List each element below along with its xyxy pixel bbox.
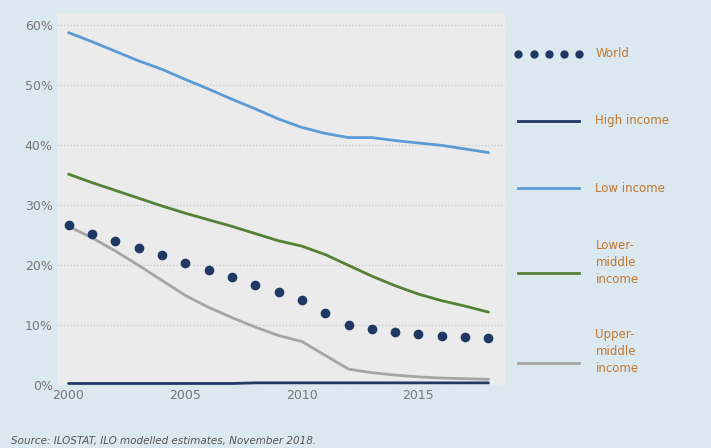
Text: High income: High income bbox=[596, 114, 670, 128]
Text: Low income: Low income bbox=[596, 181, 665, 195]
Text: Source: ILOSTAT, ILO modelled estimates, November 2018.: Source: ILOSTAT, ILO modelled estimates,… bbox=[11, 435, 316, 445]
Text: World: World bbox=[596, 47, 629, 60]
Text: Lower-
middle
income: Lower- middle income bbox=[596, 239, 638, 285]
Text: Upper-
middle
income: Upper- middle income bbox=[596, 328, 638, 375]
